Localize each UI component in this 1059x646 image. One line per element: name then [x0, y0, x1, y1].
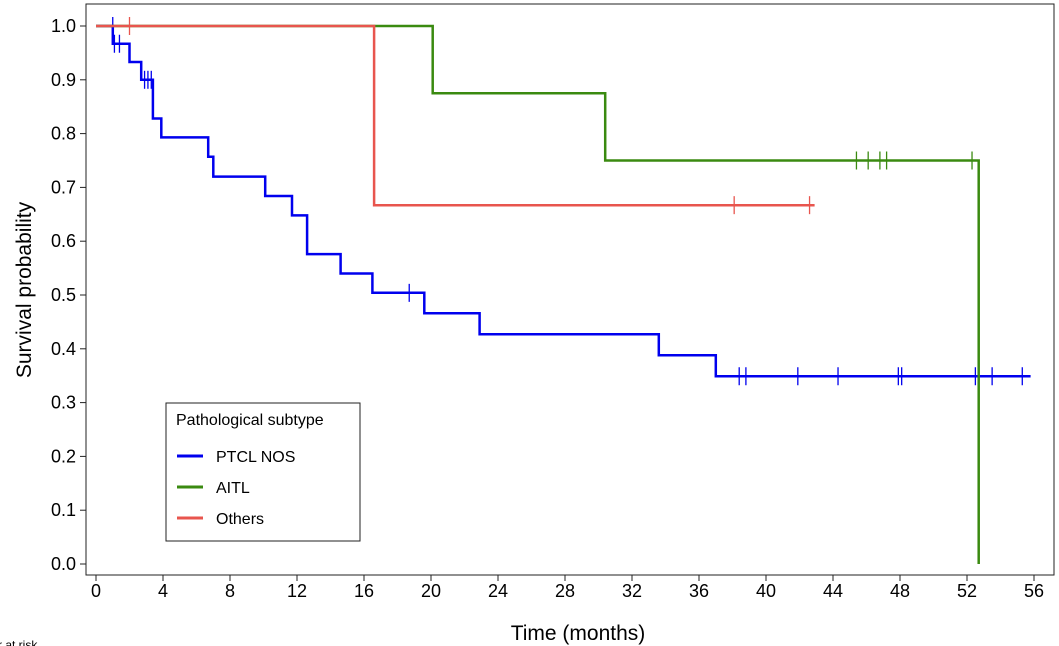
x-axis-title: Time (months) — [511, 622, 646, 645]
x-tick-label: 28 — [555, 581, 575, 601]
y-tick-label: 0.2 — [51, 446, 76, 466]
x-tick-label: 48 — [890, 581, 910, 601]
series-layer — [96, 17, 1031, 564]
legend-label-ptcl-nos: PTCL NOS — [216, 449, 295, 466]
x-tick-label: 52 — [957, 581, 977, 601]
y-axis-title: Survival probability — [13, 201, 36, 378]
y-tick-label: 0.9 — [51, 70, 76, 90]
legend-label-aitl: AITL — [216, 480, 250, 497]
y-tick-label: 0.0 — [51, 554, 76, 574]
x-tick-label: 24 — [488, 581, 508, 601]
survival-curve-aitl — [96, 24, 980, 564]
y-tick-label: 0.1 — [51, 500, 76, 520]
x-tick-label: 44 — [823, 581, 843, 601]
legend-items: PTCL NOS AITL Others — [177, 449, 295, 528]
x-tick-label: 16 — [354, 581, 374, 601]
series-aitl — [96, 24, 980, 564]
x-tick-label: 32 — [622, 581, 642, 601]
y-tick-label: 0.3 — [51, 393, 76, 413]
legend-label-others: Others — [216, 511, 264, 528]
series-others — [96, 17, 815, 215]
x-tick-label: 8 — [225, 581, 235, 601]
x-tick-label: 4 — [158, 581, 168, 601]
axes-layer: 0 4 8 12 16 20 24 28 32 36 40 44 48 52 560.00.10.20.30… — [51, 4, 1054, 601]
legend: Pathological subtype PTCL NOS AITL Others — [165, 402, 361, 542]
survival-curve-ptcl-nos — [96, 24, 1031, 378]
footnote-text: r at risk — [0, 638, 38, 646]
y-tick-label: 0.5 — [51, 285, 76, 305]
survival-curve-others — [96, 24, 815, 207]
y-tick-label: 0.8 — [51, 124, 76, 144]
y-tick-label: 1.0 — [51, 16, 76, 36]
x-tick-label: 36 — [689, 581, 709, 601]
x-tick-label: 0 — [91, 581, 101, 601]
y-tick-label: 0.6 — [51, 231, 76, 251]
y-tick-label: 0.7 — [51, 177, 76, 197]
y-tick-label: 0.4 — [51, 339, 76, 359]
legend-title: Pathological subtype — [176, 412, 324, 429]
x-tick-label: 12 — [287, 581, 307, 601]
x-tick-label: 40 — [756, 581, 776, 601]
x-tick-label: 20 — [421, 581, 441, 601]
series-ptcl-nos — [96, 17, 1031, 386]
x-tick-label: 56 — [1024, 581, 1044, 601]
